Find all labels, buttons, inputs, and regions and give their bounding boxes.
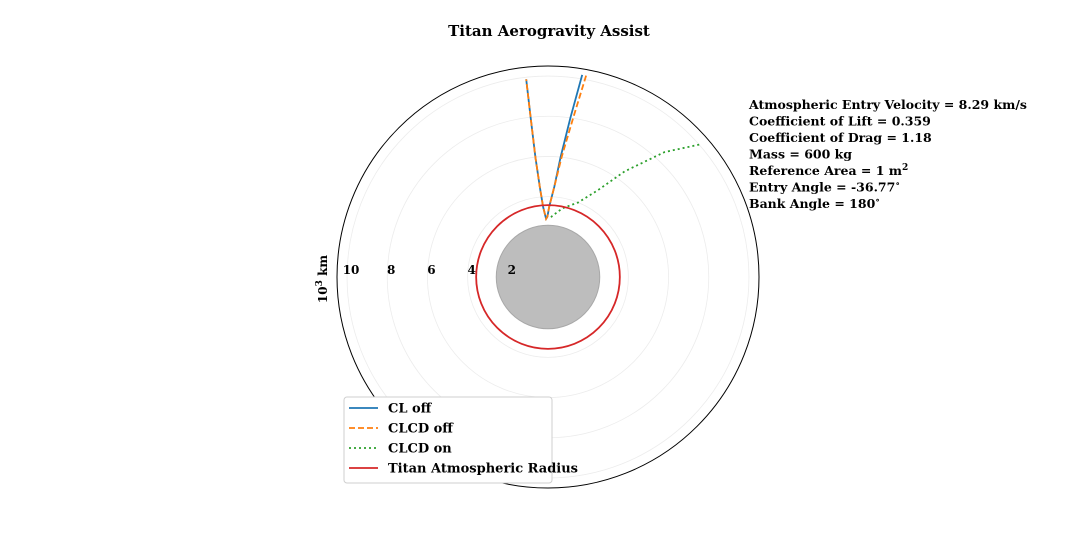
annotation-line: Mass = 600 kg xyxy=(749,147,852,162)
chart-title: Titan Aerogravity Assist xyxy=(448,22,650,40)
legend-label: CLCD off xyxy=(388,422,454,437)
legend-label: CL off xyxy=(388,402,433,417)
legend-label: CLCD on xyxy=(388,442,452,457)
parameter-annotations: Atmospheric Entry Velocity = 8.29 km/s Co… xyxy=(748,97,1027,211)
trajectory-series xyxy=(475,74,700,350)
series-titan-atmosphere-circle xyxy=(475,204,621,350)
series-line-clcd-on xyxy=(548,143,700,220)
legend-frame xyxy=(343,396,553,484)
radial-tick-labels: 10 8 6 4 2 xyxy=(343,263,516,277)
series-line-clcd-off xyxy=(525,75,587,222)
annotation-line: Bank Angle = 180∘ xyxy=(749,196,880,211)
annotation-line: Entry Angle = -36.77∘ xyxy=(749,180,900,195)
radial-tick-label: 6 xyxy=(427,263,435,277)
annotation-line: Coefficient of Drag = 1.18 xyxy=(749,130,932,145)
radial-tick-label: 4 xyxy=(467,263,475,277)
radial-tick-label: 8 xyxy=(387,263,395,277)
titan-body xyxy=(495,224,601,330)
legend-label: Titan Atmospheric Radius xyxy=(388,462,578,477)
annotation-line: Coefficient of Lift = 0.359 xyxy=(749,114,931,129)
grid-circle xyxy=(467,196,629,358)
radial-axis-label: 103 km xyxy=(315,255,330,303)
radial-tick-label: 2 xyxy=(508,263,516,277)
annotation-line: Reference Area = 1 m2 xyxy=(749,163,908,178)
polar-frame xyxy=(336,65,760,489)
annotation-line: Atmospheric Entry Velocity = 8.29 km/s xyxy=(748,97,1027,112)
legend: CL off CLCD off CLCD on Titan Atmospheric R… xyxy=(343,396,578,484)
radial-tick-label: 10 xyxy=(343,263,360,277)
